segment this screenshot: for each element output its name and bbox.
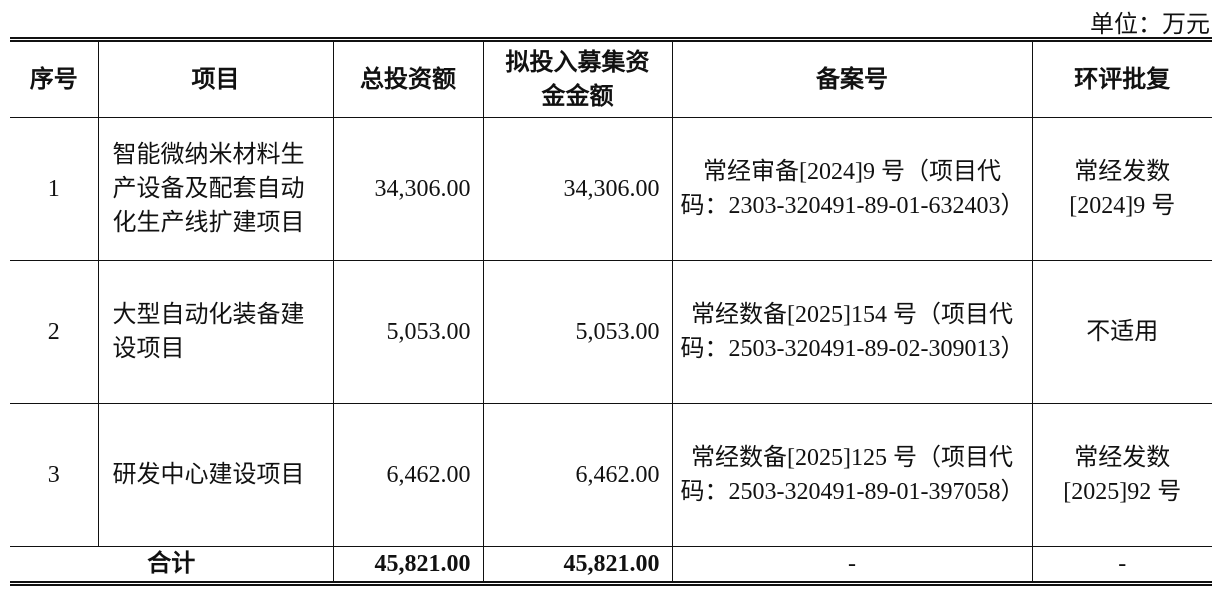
cell-no: 2 — [10, 260, 99, 404]
header-project: 项目 — [97, 39, 334, 118]
cell-total: 5,053.00 — [332, 260, 484, 404]
total-raised: 45,821.00 — [482, 546, 673, 584]
cell-raised: 5,053.00 — [482, 260, 673, 404]
cell-no: 3 — [10, 403, 99, 547]
cell-total: 6,462.00 — [332, 403, 484, 547]
cell-no: 1 — [10, 117, 99, 261]
header-raised: 拟投入募集资金金额 — [482, 39, 673, 118]
table-row: 3 研发中心建设项目 6,462.00 6,462.00 常经数备[2025]1… — [10, 403, 1212, 547]
total-label: 合计 — [10, 546, 334, 584]
cell-project: 智能微纳米材料生产设备及配套自动化生产线扩建项目 — [97, 117, 334, 261]
cell-filing: 常经数备[2025]125 号（项目代码：2503-320491-89-01-3… — [671, 403, 1033, 547]
cell-filing: 常经数备[2025]154 号（项目代码：2503-320491-89-02-3… — [671, 260, 1033, 404]
fundraising-projects-table: 序号 项目 总投资额 拟投入募集资金金额 备案号 环评批复 1 智能微纳米材料生… — [10, 37, 1212, 586]
header-eia: 环评批复 — [1031, 39, 1212, 118]
total-filing: - — [671, 546, 1033, 584]
table-row: 2 大型自动化装备建设项目 5,053.00 5,053.00 常经数备[202… — [10, 260, 1212, 404]
total-row: 合计 45,821.00 45,821.00 - - — [10, 546, 1212, 584]
cell-total: 34,306.00 — [332, 117, 484, 261]
header-row: 序号 项目 总投资额 拟投入募集资金金额 备案号 环评批复 — [10, 39, 1212, 118]
total-eia: - — [1031, 546, 1212, 584]
cell-raised: 6,462.00 — [482, 403, 673, 547]
total-amount: 45,821.00 — [332, 546, 484, 584]
cell-eia: 不适用 — [1031, 260, 1212, 404]
table-row: 1 智能微纳米材料生产设备及配套自动化生产线扩建项目 34,306.00 34,… — [10, 117, 1212, 261]
header-no: 序号 — [10, 39, 99, 118]
cell-filing: 常经审备[2024]9 号（项目代码：2303-320491-89-01-632… — [671, 117, 1033, 261]
unit-label: 单位：万元 — [1090, 12, 1210, 38]
cell-project: 大型自动化装备建设项目 — [97, 260, 334, 404]
cell-eia: 常经发数[2024]9 号 — [1031, 117, 1212, 261]
cell-raised: 34,306.00 — [482, 117, 673, 261]
header-filing: 备案号 — [671, 39, 1033, 118]
cell-eia: 常经发数[2025]92 号 — [1031, 403, 1212, 547]
cell-project: 研发中心建设项目 — [97, 403, 334, 547]
header-total: 总投资额 — [332, 39, 484, 118]
